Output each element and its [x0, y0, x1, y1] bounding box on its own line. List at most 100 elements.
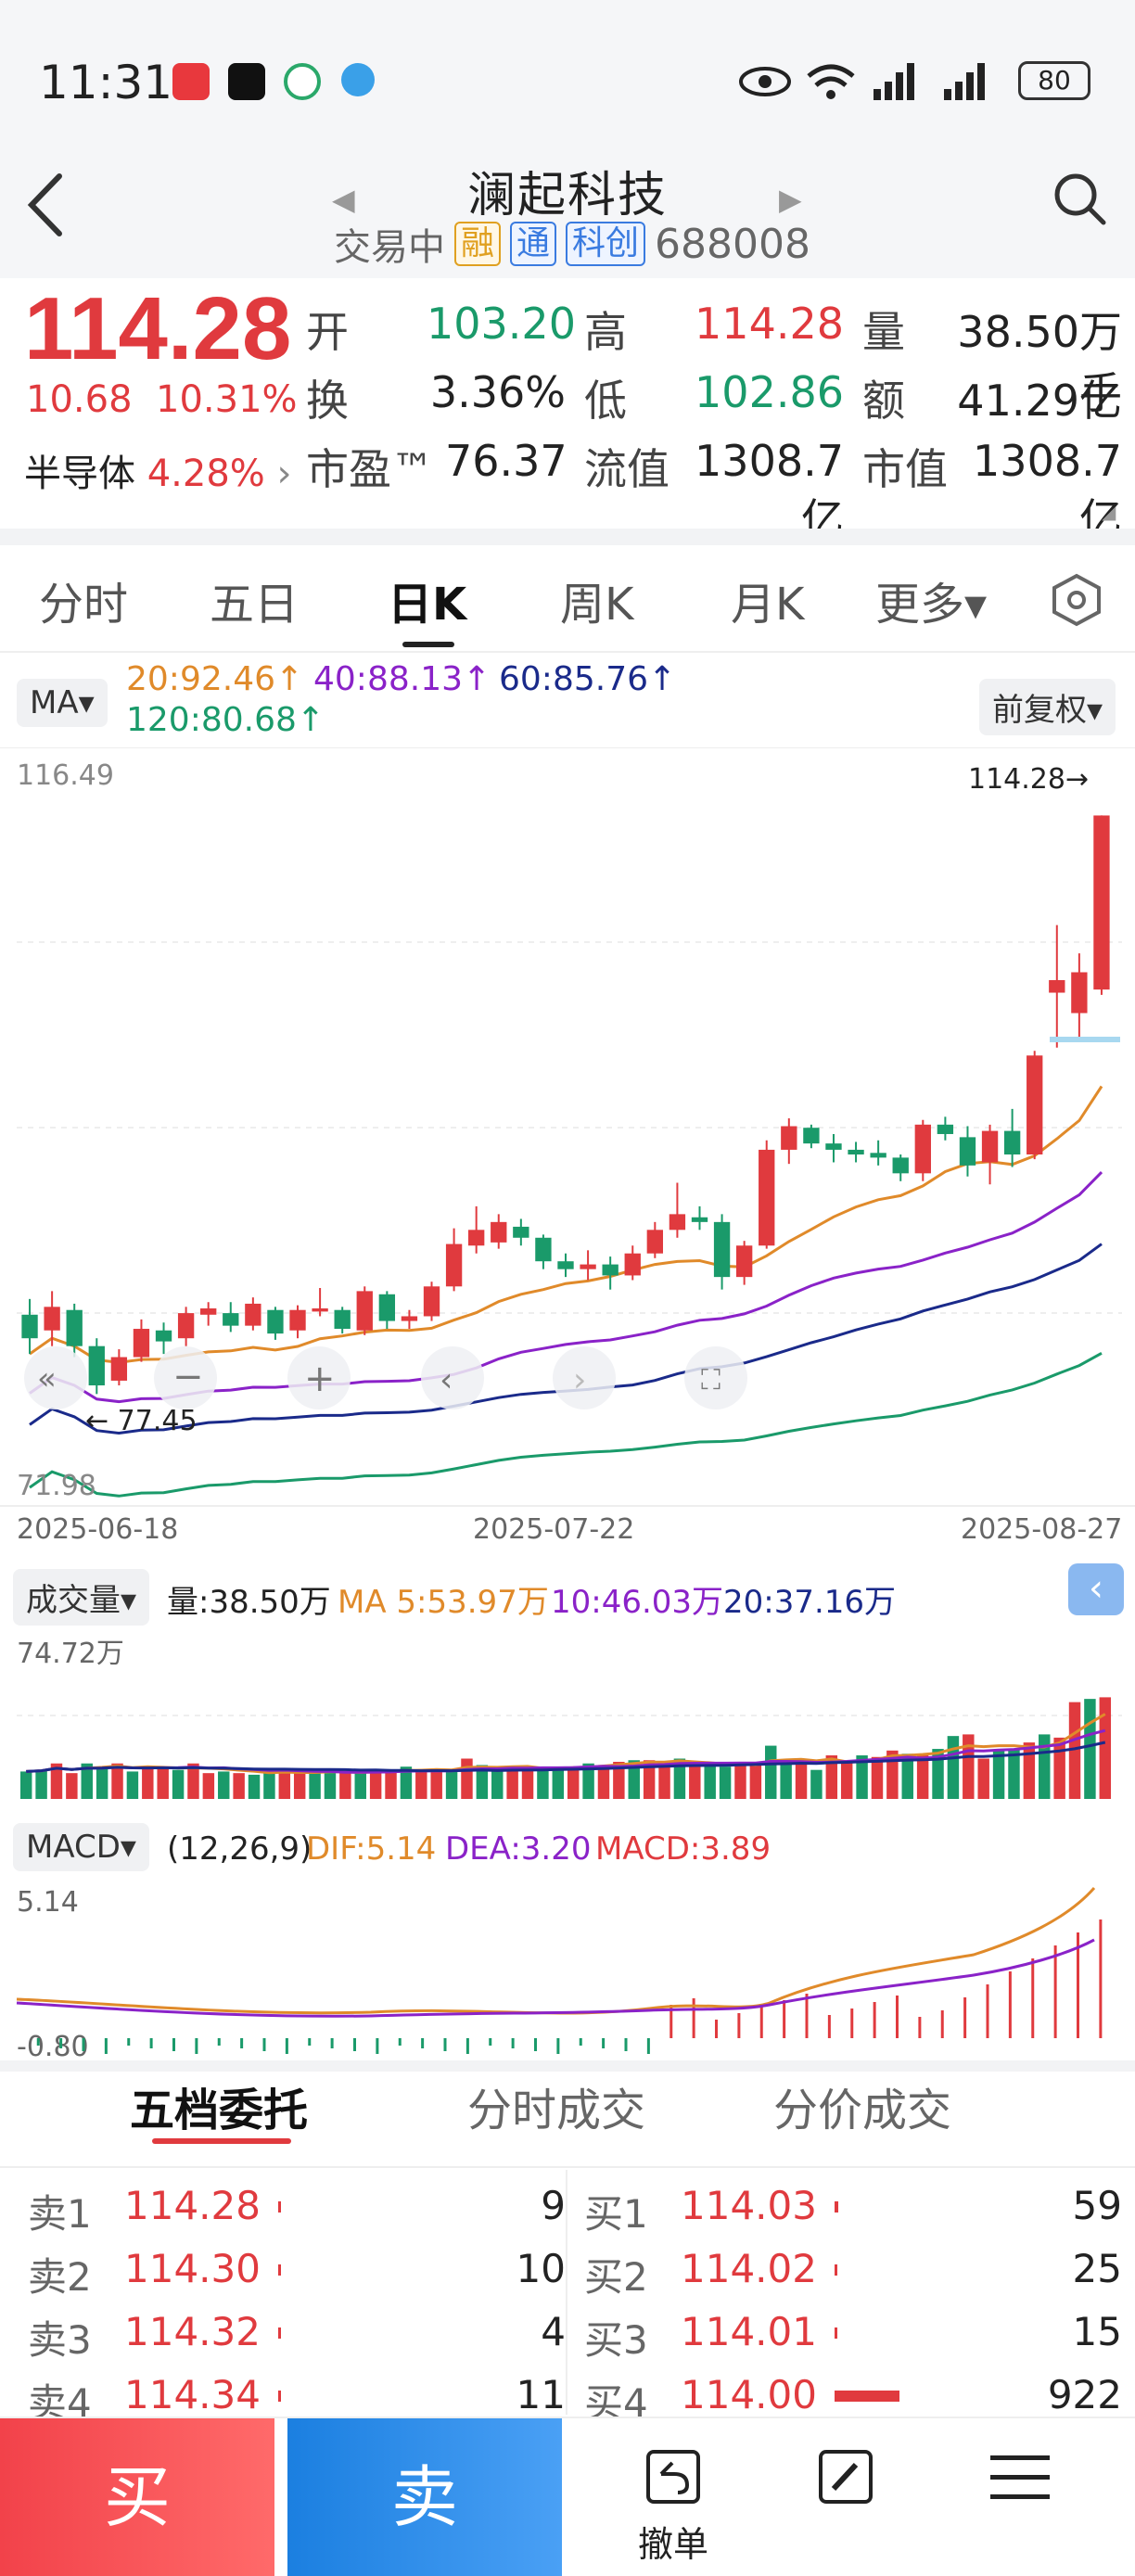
- trading-status: 交易中: [334, 226, 445, 269]
- volume-bar: [613, 1761, 625, 1799]
- zoom-in-control[interactable]: +: [287, 1346, 351, 1409]
- edit-order-button[interactable]: [753, 2418, 938, 2576]
- menu-button[interactable]: [927, 2418, 1113, 2576]
- orderbook-sell-row[interactable]: 卖3 114.32 4: [28, 2305, 575, 2363]
- prev-candle-control[interactable]: ‹: [421, 1346, 484, 1409]
- candle-up: [177, 1313, 195, 1339]
- zoom-out-control[interactable]: −: [154, 1346, 217, 1409]
- macd-bar: [624, 2038, 628, 2051]
- macd-bar: [986, 1984, 989, 2038]
- candle-up: [1049, 979, 1065, 993]
- next-candle-control[interactable]: ›: [553, 1346, 616, 1409]
- tag-star-market: 科创: [566, 222, 646, 266]
- low-value: 102.86: [695, 367, 844, 417]
- volume-bar: [734, 1761, 746, 1799]
- candle-up: [981, 1130, 999, 1163]
- orderbook-price: 114.03: [681, 2183, 817, 2228]
- tab-weekly-k[interactable]: 周K: [560, 579, 634, 631]
- next-stock-icon[interactable]: ▶: [779, 182, 802, 217]
- macd-bar: [670, 2005, 673, 2038]
- volume-bar: [932, 1749, 944, 1799]
- volume-bar: [218, 1771, 230, 1799]
- volume-chart[interactable]: [0, 1660, 1135, 1808]
- orderbook-buy-row[interactable]: 买2 114.02 25: [584, 2242, 1131, 2300]
- cancel-order-button[interactable]: 撤单: [580, 2418, 766, 2576]
- volume-bar: [1053, 1737, 1065, 1799]
- candle-up: [1093, 815, 1110, 990]
- volume-bar: [567, 1766, 580, 1799]
- volume-bar: [871, 1756, 884, 1799]
- macd-bar: [308, 2038, 312, 2046]
- orderbook-sell-row[interactable]: 卖1 114.28 9: [28, 2179, 575, 2237]
- macd-bar: [896, 1996, 899, 2038]
- volume-bar: [400, 1766, 413, 1799]
- scroll-left-control[interactable]: «: [24, 1346, 87, 1409]
- macd-bar: [692, 1998, 695, 2038]
- orderbook-level-label: 卖1: [28, 2191, 92, 2237]
- macd-bar: [240, 2038, 244, 2048]
- macd-bar: [262, 2038, 266, 2051]
- volume-bar: [704, 1765, 716, 1799]
- expand-corner-icon[interactable]: ◢: [1102, 501, 1116, 523]
- buy-button[interactable]: 买: [0, 2418, 274, 2576]
- candle-down: [513, 1226, 529, 1238]
- edit-icon: [819, 2450, 873, 2504]
- tab-intraday[interactable]: 分时: [39, 579, 129, 631]
- prev-stock-icon[interactable]: ◀: [332, 182, 355, 217]
- candle-down: [959, 1137, 976, 1166]
- tab-five-level[interactable]: 五档委托: [130, 2085, 309, 2136]
- sector-link[interactable]: 半导体 4.28% ›: [24, 443, 292, 497]
- high-value: 114.28: [695, 299, 844, 349]
- volume-bar: [248, 1774, 261, 1799]
- volume-bar: [430, 1769, 442, 1799]
- macd-selector[interactable]: MACD▾: [13, 1823, 149, 1871]
- tab-monthly-k[interactable]: 月K: [731, 579, 805, 631]
- amount-value: 41.29亿: [957, 376, 1122, 426]
- search-icon[interactable]: [1052, 171, 1107, 226]
- tab-tick-trades[interactable]: 分时成交: [467, 2085, 646, 2136]
- turnover-value: 3.36%: [429, 367, 566, 417]
- volume-bar: [233, 1773, 245, 1799]
- volume-bar: [1023, 1742, 1036, 1799]
- tab-five-day[interactable]: 五日: [210, 579, 300, 631]
- tab-daily-k[interactable]: 日K: [388, 579, 467, 631]
- orderbook-volume-bar: [278, 2264, 281, 2276]
- orderbook-buy-row[interactable]: 买4 114.00 922: [584, 2368, 1131, 2426]
- orderbook-buy-row[interactable]: 买3 114.01 15: [584, 2305, 1131, 2363]
- candle-up: [914, 1124, 931, 1174]
- macd-bar: [963, 1997, 967, 2038]
- huawei-app-icon: [172, 63, 210, 100]
- tab-more[interactable]: 更多▾: [875, 579, 988, 631]
- orderbook-buy-row[interactable]: 买1 114.03 59: [584, 2179, 1131, 2237]
- volume-bar: [1084, 1699, 1096, 1799]
- volume-bar: [491, 1771, 504, 1799]
- tab-price-trades[interactable]: 分价成交: [773, 2085, 952, 2136]
- volume-selector[interactable]: 成交量▾: [13, 1569, 150, 1626]
- adjust-selector[interactable]: 前复权▾: [979, 679, 1116, 735]
- candle-down: [870, 1153, 886, 1158]
- orderbook-sell-row[interactable]: 卖2 114.30 10: [28, 2242, 575, 2300]
- candle-down: [825, 1143, 842, 1150]
- sell-button[interactable]: 卖: [287, 2418, 562, 2576]
- orderbook-sell-row[interactable]: 卖4 114.34 11: [28, 2368, 575, 2426]
- ma120-line: [29, 1351, 1103, 1498]
- macd-chart[interactable]: [0, 1882, 1135, 2068]
- back-icon[interactable]: [24, 172, 65, 237]
- orderbook-volume: 15: [1072, 2309, 1122, 2354]
- volume-label: 量: [862, 307, 905, 357]
- macd-bar: [1099, 1919, 1103, 2038]
- volume-bar: [947, 1736, 960, 1799]
- open-label: 开: [306, 307, 349, 357]
- orderbook-price: 114.02: [681, 2246, 817, 2291]
- collapse-panel-icon[interactable]: ‹: [1068, 1563, 1124, 1615]
- volume-bar: [309, 1773, 321, 1799]
- volume-bar: [780, 1760, 792, 1799]
- settings-hex-icon[interactable]: [1050, 573, 1103, 627]
- orderbook-volume: 4: [541, 2309, 566, 2354]
- kline-chart[interactable]: 116.49 71.98 114.28→ ← 77.45 « − + ‹ › ⛶: [0, 747, 1135, 1508]
- candle-down: [713, 1221, 731, 1278]
- fullscreen-control[interactable]: ⛶: [684, 1346, 747, 1409]
- ma-selector[interactable]: MA▾: [17, 679, 108, 727]
- macd-bar: [285, 2038, 288, 2054]
- volume-bar: [506, 1766, 518, 1799]
